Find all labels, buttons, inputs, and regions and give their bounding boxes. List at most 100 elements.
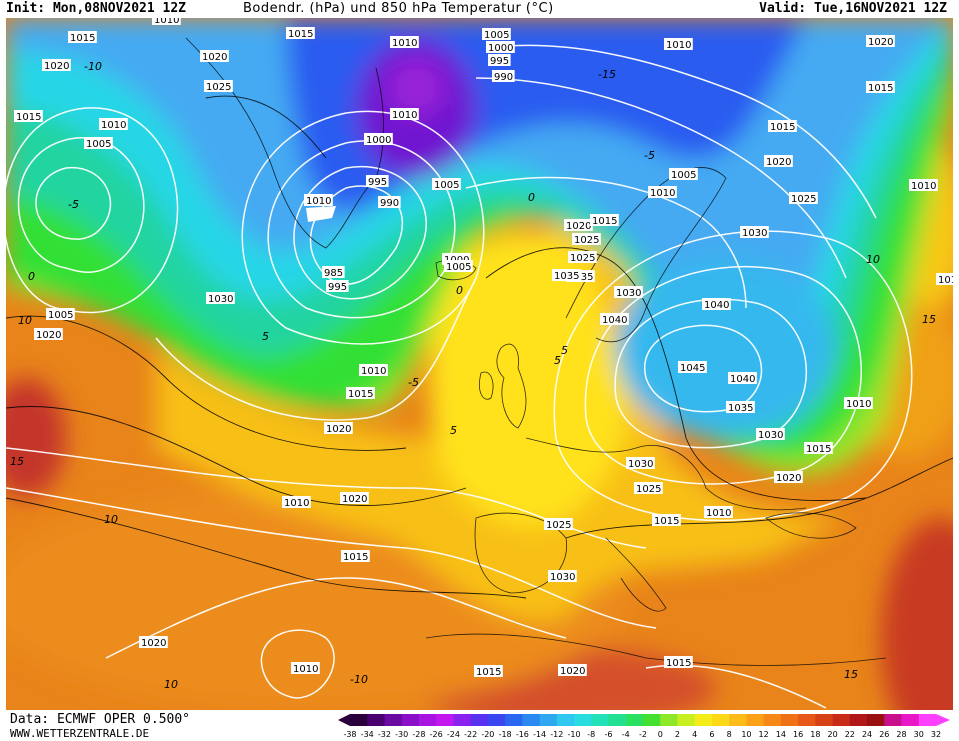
- isobar-label-bg: [664, 656, 693, 668]
- scale-swatch: [643, 714, 661, 726]
- temperature-contour-label: 10: [866, 253, 880, 266]
- isobar-label: 1000: [364, 133, 393, 146]
- isobar-label-text: 1020: [560, 666, 585, 677]
- scale-swatch: [436, 714, 454, 726]
- scale-tick-label: 14: [776, 730, 786, 739]
- isobar-label-bg: [99, 118, 128, 130]
- temperature-field: [6, 18, 953, 710]
- isobar-label: 1005: [46, 308, 75, 321]
- isobar-label: 1025: [204, 80, 233, 93]
- isobar-label-text: 1020: [326, 424, 351, 435]
- isobar-west-arc: [155, 277, 477, 421]
- isobar-label: 990: [378, 196, 401, 209]
- isobar-label-text: 1015: [70, 33, 95, 44]
- isobar-label: 1010: [909, 179, 938, 192]
- scale-swatch: [539, 714, 558, 726]
- isobar-label-bg: [728, 372, 757, 384]
- scale-swatch: [832, 714, 851, 726]
- isobar-label: 1040: [702, 298, 731, 311]
- isobar-label-text: 1025: [791, 194, 816, 205]
- isobar-label-bg: [774, 471, 803, 483]
- isobar-label-text: 1015: [288, 29, 313, 40]
- isobar-label-text: 1010: [101, 120, 126, 131]
- isobar-label: 1010: [704, 506, 733, 519]
- scale-tick-label: -10: [568, 730, 581, 739]
- isobar-label-text: 1030: [628, 459, 653, 470]
- isobar-label: 995: [488, 54, 511, 67]
- isobar-label: 1015: [68, 31, 97, 44]
- isobar-label-text: 1040: [704, 300, 729, 311]
- isobar-label: 1005: [482, 28, 511, 41]
- isobar-label-text: 1025: [206, 82, 231, 93]
- isobar-label-text: 1015: [348, 389, 373, 400]
- temperature-contour-label: 15: [922, 313, 936, 326]
- isobar-label-bg: [590, 214, 619, 226]
- isobar-label-text: 1035: [554, 271, 579, 282]
- isobar-atlantic-3: [105, 577, 567, 659]
- scale-tick-label: -12: [550, 730, 563, 739]
- isobar-label-bg: [152, 18, 181, 25]
- temperature-contour-label: 10: [104, 513, 118, 526]
- data-source-label: Data: ECMWF OPER 0.500°: [10, 712, 191, 727]
- scale-swatch: [625, 714, 644, 726]
- scale-tick-label: 24: [862, 730, 872, 739]
- scale-tick-label: -32: [378, 730, 391, 739]
- isobar-label: 1020: [564, 219, 593, 232]
- temperature-contour-label: 5: [554, 354, 561, 367]
- isobar-label-text: 1015: [806, 444, 831, 455]
- isobar-label: 1010: [304, 194, 333, 207]
- scale-tick-label: 2: [675, 730, 680, 739]
- tcontour-5: [565, 457, 953, 539]
- isobar-label-bg: [552, 269, 581, 281]
- isobar-label-bg: [558, 664, 587, 676]
- isobar-label-text: 1030: [758, 430, 783, 441]
- isobar-label-text: 1020: [342, 494, 367, 505]
- temperature-contour-label: -15: [598, 68, 616, 81]
- isobar-label: 1010: [282, 496, 311, 509]
- isobar-label-text: 1010: [293, 664, 318, 675]
- scale-swatch: [367, 714, 385, 726]
- isobar-low-west-3: [6, 107, 179, 314]
- temperature-contour-label: 5: [262, 330, 269, 343]
- temperature-contour-label: 5: [561, 344, 568, 357]
- scale-swatch: [901, 714, 920, 726]
- isobar-low-west-2: [17, 137, 145, 273]
- scale-tick-label: -20: [481, 730, 494, 739]
- isobar-label-text: 1045: [680, 363, 705, 374]
- isobar-label: 1030: [740, 226, 769, 239]
- isobar-label: 1005: [444, 260, 473, 273]
- scale-tick-label: 10: [741, 730, 751, 739]
- isobar-label: 1005: [669, 168, 698, 181]
- scale-tick-label: 28: [896, 730, 906, 739]
- isobar-label: 1020: [200, 50, 229, 63]
- scale-tick-label: 32: [931, 730, 941, 739]
- isobar-label-text: 1015: [868, 83, 893, 94]
- isobar-label-text: 1030: [742, 228, 767, 239]
- scale-tick-label: -24: [447, 730, 460, 739]
- isobar-label-text: 1010: [306, 196, 331, 207]
- isobar-label-bg: [936, 273, 953, 285]
- isobar-label: 1010: [648, 186, 677, 199]
- isobar-label: 1015: [804, 442, 833, 455]
- isobar-label-bg: [304, 194, 333, 206]
- isobar-label-bg: [346, 387, 375, 399]
- isobar-label-bg: [704, 506, 733, 518]
- isobar-label-text: 995: [490, 56, 509, 67]
- scale-tick-label: 8: [727, 730, 732, 739]
- isobar-label: 1030: [756, 428, 785, 441]
- scale-swatch: [350, 714, 368, 726]
- greenland-ice: [306, 206, 336, 222]
- isobar-label-text: 1010: [911, 181, 936, 192]
- scale-tick-label: 20: [827, 730, 837, 739]
- isobar-label-text: 1000: [366, 135, 391, 146]
- isobar-label-text: 990: [380, 198, 399, 209]
- isobar-label-bg: [390, 108, 419, 120]
- isobar-low-greenland-2: [293, 166, 427, 300]
- isobar-label: 1010: [291, 662, 320, 675]
- scale-tick-label: -8: [587, 730, 595, 739]
- scale-swatch: [418, 714, 437, 726]
- isobar-label: 1015: [866, 81, 895, 94]
- isobar-label-bg: [84, 137, 113, 149]
- coast-africa: [425, 633, 887, 666]
- temp-purple-core: [388, 60, 444, 116]
